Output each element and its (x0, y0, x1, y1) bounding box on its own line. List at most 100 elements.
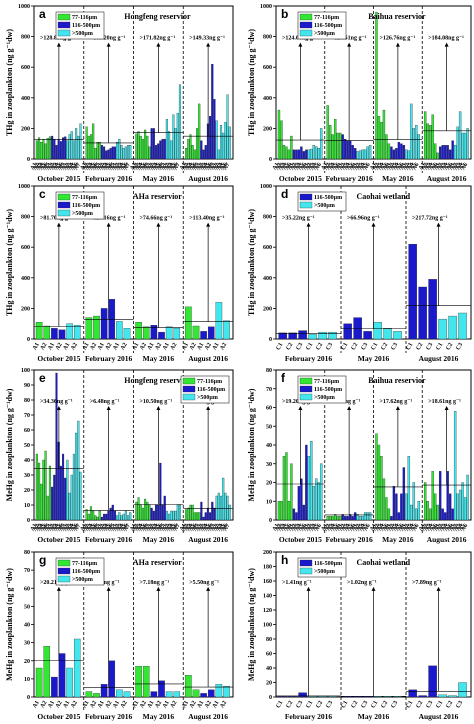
x-tick-label: C1 (341, 342, 350, 351)
bar (35, 322, 43, 340)
bar (152, 510, 155, 521)
x-tick-label: A6 (397, 523, 406, 532)
bar (458, 312, 467, 340)
bar (448, 149, 452, 160)
arrow-head (206, 42, 211, 47)
x-tick-label: A6 (56, 162, 65, 171)
y-tick-label: 30 (266, 462, 272, 468)
panel-letter: f (281, 371, 286, 385)
arrow-head (298, 406, 303, 410)
bar (434, 143, 437, 160)
bar (135, 666, 142, 698)
x-tick-label: A6 (190, 523, 199, 532)
bar (395, 148, 398, 160)
x-tick-label: A5 (282, 523, 291, 532)
x-tick-label: A5 (138, 523, 147, 532)
x-tick-label: C2 (315, 700, 324, 709)
x-tick-label: A1 (181, 700, 190, 709)
bar (73, 325, 81, 340)
x-tick-label: A5 (443, 523, 452, 532)
y-tick-label: 800 (263, 35, 272, 41)
bar (178, 84, 182, 160)
x-tick-label: A1 (384, 523, 393, 532)
x-tick-label: C2 (445, 700, 454, 709)
bar (58, 653, 66, 698)
legend-label: ˃500μm (72, 577, 93, 583)
month-label: October 2015 (279, 535, 322, 544)
bar (326, 105, 329, 160)
x-tick-label: A1 (162, 342, 171, 351)
bar (51, 135, 54, 160)
x-tick-label: A2 (289, 162, 298, 171)
bar (346, 516, 349, 521)
x-tick-label: C1 (406, 700, 415, 709)
x-tick-label: A2 (47, 523, 56, 532)
bar (96, 142, 99, 160)
x-tick-label: A7 (58, 162, 67, 171)
bar (116, 321, 123, 340)
legend-swatch (299, 377, 313, 385)
bar (317, 148, 321, 160)
arrow-head (56, 406, 61, 410)
x-tick-label: A6 (363, 162, 372, 171)
x-tick-label: A2 (338, 523, 347, 532)
arrow-head (106, 586, 111, 591)
x-tick-label: A5 (188, 523, 197, 532)
x-tick-label: A6 (431, 523, 440, 532)
x-tick-label: A5 (458, 162, 467, 171)
mean-annotation: ˃34.36ng g⁻¹ (40, 399, 73, 405)
legend-swatch (57, 21, 71, 29)
y-tick-label: 0 (269, 337, 272, 343)
bar (436, 504, 439, 521)
x-tick-label: A1 (30, 523, 39, 532)
x-tick-label: A5 (346, 162, 355, 171)
legend-swatch (57, 29, 71, 37)
x-tick-label: A3 (183, 523, 192, 532)
x-tick-label: A2 (436, 162, 445, 171)
x-tick-label: A5 (360, 162, 369, 171)
bar (438, 318, 447, 340)
x-tick-label: A4 (52, 523, 61, 532)
x-tick-label: A5 (297, 523, 306, 532)
x-tick-label: A4 (101, 162, 110, 171)
bar (70, 474, 73, 521)
x-tick-label: A2 (47, 162, 56, 171)
y-tick-label: 400 (263, 96, 272, 102)
arrow-head (436, 222, 441, 227)
bar (150, 691, 158, 698)
x-tick-label: A1 (302, 523, 311, 532)
bar (100, 684, 108, 698)
month-label: October 2015 (37, 174, 80, 183)
x-tick-label: A2 (154, 700, 163, 709)
x-tick-label: A1 (145, 523, 154, 532)
bar (368, 512, 372, 521)
x-tick-label: A1 (131, 700, 140, 709)
y-tick-label: 80 (266, 637, 272, 643)
month-label: August 2016 (188, 535, 228, 544)
y-tick-label: 20 (24, 659, 30, 665)
bar (204, 145, 207, 160)
bar (228, 504, 231, 521)
bar (111, 504, 114, 521)
y-tick-label: 0 (269, 695, 272, 701)
bar (453, 411, 457, 521)
bar (209, 512, 212, 521)
x-tick-label: A1 (160, 162, 169, 171)
bar (108, 660, 116, 698)
x-tick-label: A2 (353, 162, 362, 171)
y-tick-label: 50 (24, 604, 30, 610)
legend-label: ˃500μm (72, 211, 93, 217)
bar (176, 504, 179, 521)
x-tick-label: A1 (321, 523, 330, 532)
bar (438, 694, 447, 698)
x-tick-label: A3 (453, 523, 462, 532)
bar (312, 486, 316, 521)
mean-annotation: ˃5.30ng g⁻¹ (90, 580, 120, 586)
mean-annotation: ˃35.22ng g⁻¹ (282, 216, 315, 222)
x-tick-label: A2 (402, 162, 411, 171)
bar (224, 492, 227, 521)
bar (305, 149, 308, 160)
bar (192, 325, 200, 340)
y-tick-label: 200 (263, 306, 272, 312)
legend-swatch (299, 29, 313, 37)
